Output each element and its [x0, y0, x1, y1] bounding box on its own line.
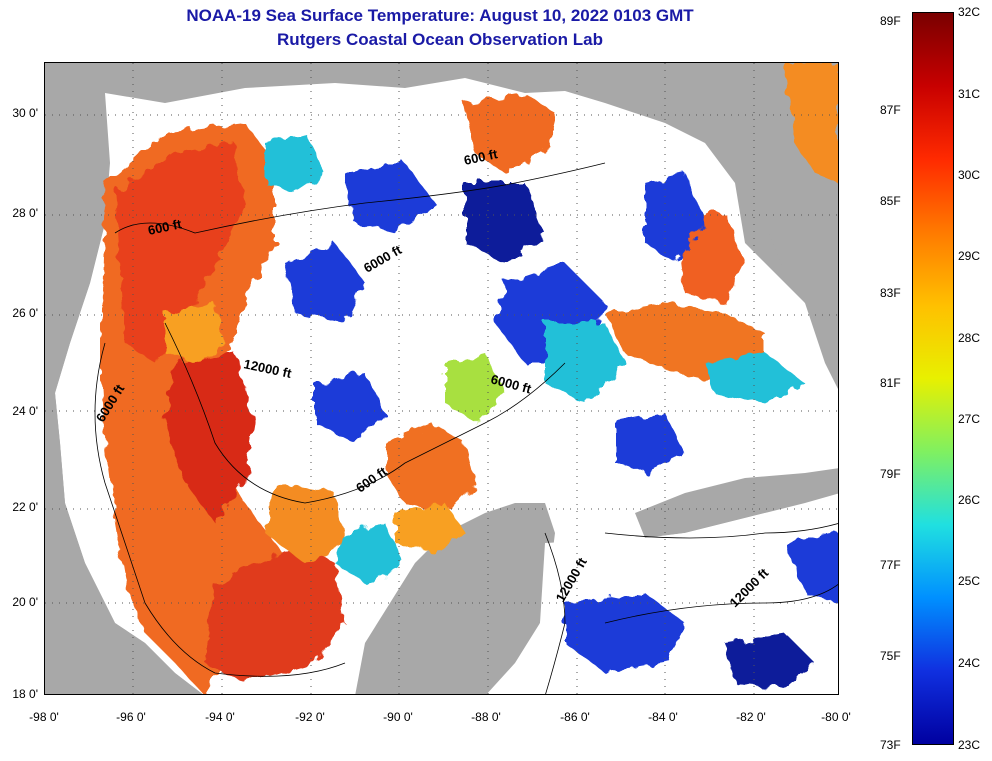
colorbar-c-24: 24C — [958, 656, 981, 670]
bathymetry-contours — [94, 162, 838, 694]
map-title: NOAA-19 Sea Surface Temperature: August … — [186, 6, 694, 25]
lon-label-80: -80 0' — [821, 710, 851, 724]
lat-label-20: 20 0' — [12, 595, 38, 609]
lon-label-82: -82 0' — [736, 710, 766, 724]
colorbar-f-75: 75F — [880, 649, 901, 663]
colorbar-f-83: 83F — [880, 286, 901, 300]
graticule — [45, 63, 838, 694]
colorbar-f-81: 81F — [880, 376, 901, 390]
lon-label-96: -96 0' — [116, 710, 146, 724]
colorbar-f-87: 87F — [880, 103, 901, 117]
lon-label-92: -92 0' — [295, 710, 325, 724]
lat-label-22: 22 0' — [12, 500, 38, 514]
lon-label-88: -88 0' — [471, 710, 501, 724]
colorbar-c-29: 29C — [958, 249, 981, 263]
contour-label-600-north: 600 ft — [463, 146, 500, 168]
lat-label-24: 24 0' — [12, 404, 38, 418]
lon-label-90: -90 0' — [383, 710, 413, 724]
contour-label-600-west: 600 ft — [147, 216, 184, 238]
colorbar-c-23: 23C — [958, 738, 981, 752]
lat-label-28: 28 0' — [12, 206, 38, 220]
lat-label-26: 26 0' — [12, 306, 38, 320]
yucatan-land — [355, 503, 555, 694]
lat-label-18: 18 0' — [12, 687, 38, 701]
colorbar-c-31: 31C — [958, 87, 981, 101]
sst-data-layer — [100, 63, 838, 694]
colorbar-c-28: 28C — [958, 331, 981, 345]
cuba-land — [635, 468, 838, 538]
sst-map-canvas: 600 ft 600 ft 6000 ft 12000 ft 6000 ft 6… — [45, 63, 838, 694]
colorbar-f-77: 77F — [880, 558, 901, 572]
lon-label-84: -84 0' — [648, 710, 678, 724]
lon-label-98: -98 0' — [29, 710, 59, 724]
lat-label-30: 30 0' — [12, 106, 38, 120]
lon-label-94: -94 0' — [205, 710, 235, 724]
colorbar-f-89: 89F — [880, 14, 901, 28]
colorbar-f-79: 79F — [880, 467, 901, 481]
colorbar-c-30: 30C — [958, 168, 981, 182]
colorbar-c-25: 25C — [958, 574, 981, 588]
colorbar-f-85: 85F — [880, 194, 901, 208]
mexico-land — [45, 63, 203, 694]
sst-map[interactable]: 600 ft 600 ft 6000 ft 12000 ft 6000 ft 6… — [44, 62, 839, 695]
colorbar-c-26: 26C — [958, 493, 981, 507]
lon-label-86: -86 0' — [560, 710, 590, 724]
colorbar-c-27: 27C — [958, 412, 981, 426]
map-subtitle: Rutgers Coastal Ocean Observation Lab — [277, 30, 603, 49]
temperature-colorbar — [912, 12, 954, 745]
colorbar-c-32: 32C — [958, 5, 981, 19]
colorbar-f-73: 73F — [880, 738, 901, 752]
